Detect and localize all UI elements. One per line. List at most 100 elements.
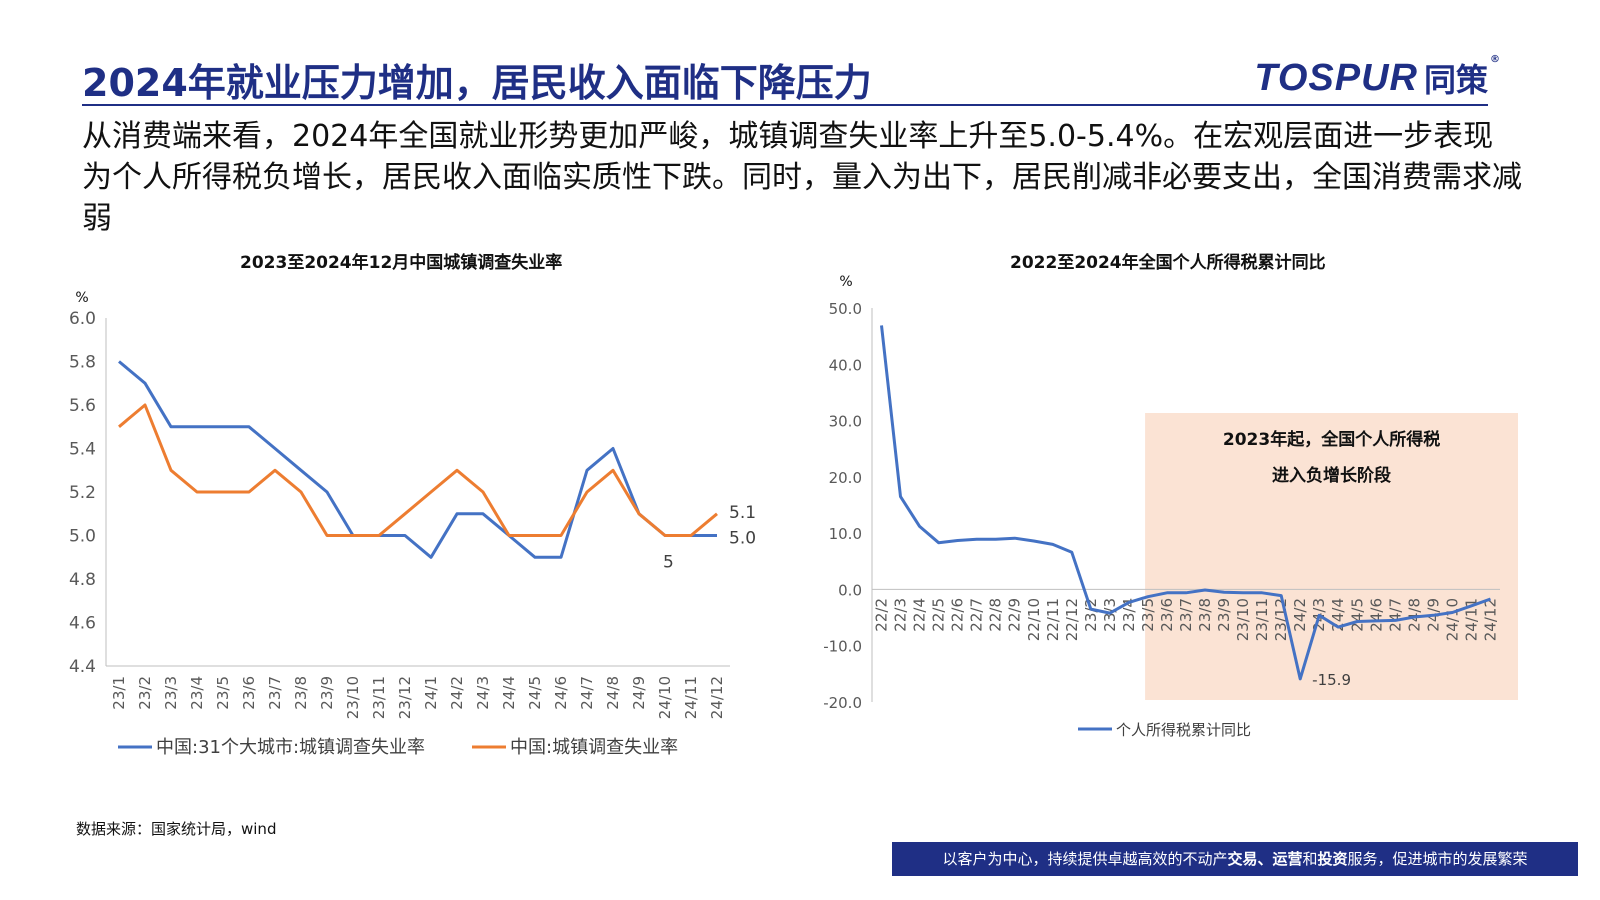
tospur-logo: TOSPUR 同策 ®: [1254, 54, 1500, 99]
x-tick-label: 22/2: [873, 598, 891, 632]
series-line-0: [118, 360, 717, 559]
x-tick-label: 24/7: [1386, 598, 1404, 632]
x-tick-label: 22/11: [1044, 598, 1062, 641]
data-label: 5.0: [729, 529, 756, 549]
y-tick-label: 0.0: [838, 581, 862, 599]
data-label: 5.1: [729, 503, 756, 523]
x-tick-label: 23/3: [162, 676, 180, 710]
legend-label: 中国:城镇调查失业率: [510, 737, 678, 758]
x-tick-label: 24/7: [578, 676, 596, 710]
x-tick-label: 23/8: [292, 676, 310, 710]
x-tick-label: 24/11: [682, 676, 700, 719]
y-tick-label: 20.0: [829, 469, 862, 487]
logo-text-cn: 同策: [1423, 61, 1488, 99]
x-tick-label: 24/10: [656, 676, 674, 719]
x-tick-label: 23/6: [1158, 598, 1176, 632]
data-source: 数据来源：国家统计局，wind: [76, 820, 277, 838]
data-label: 5: [663, 552, 674, 572]
x-tick-label: 23/6: [240, 676, 258, 710]
footer-part: 服务，促进城市的发展繁荣: [1347, 850, 1528, 868]
x-tick-label: 23/12: [396, 676, 414, 719]
x-tick-label: 24/5: [526, 676, 544, 710]
annotation-text: 进入负增长阶段: [1272, 465, 1391, 486]
page-title: 2024年就业压力增加，居民收入面临下降压力: [82, 61, 872, 105]
x-tick-label: 23/1: [110, 676, 128, 710]
x-tick-label: 23/9: [318, 676, 336, 710]
x-tick-label: 23/10: [1234, 598, 1252, 641]
logo-text-en: TOSPUR: [1254, 56, 1418, 99]
footer-part: 交易: [1227, 850, 1258, 868]
x-tick-label: 24/4: [500, 676, 518, 710]
x-tick-label: 24/1: [422, 676, 440, 710]
y-tick-label: 5.0: [69, 527, 96, 547]
x-tick-label: 22/12: [1063, 598, 1081, 641]
y-tick-label: -20.0: [823, 694, 862, 712]
x-tick-label: 24/12: [1481, 598, 1499, 641]
chart1-title: 2023至2024年12月中国城镇调查失业率: [240, 253, 563, 273]
y-tick-label: 4.6: [69, 614, 96, 634]
y-tick-label: 30.0: [829, 413, 862, 431]
series-line-1: [118, 403, 718, 537]
x-tick-label: 23/11: [370, 676, 388, 719]
x-tick-label: 24/3: [474, 676, 492, 710]
x-tick-label: 24/12: [708, 676, 726, 719]
x-tick-label: 23/9: [1215, 598, 1233, 632]
x-tick-label: 23/7: [266, 676, 284, 710]
x-tick-label: 22/4: [911, 598, 929, 632]
footer-part: 以客户为中心，持续提供卓越高效的不动产: [942, 850, 1228, 868]
footer-part: 和: [1302, 850, 1318, 868]
y-tick-label: 10.0: [829, 525, 862, 543]
x-tick-label: 24/6: [1367, 598, 1385, 632]
y-tick-label: 5.2: [69, 483, 96, 503]
unemployment-chart: 4.4 4.6 4.8 5.0 5.2 5.4 5.6 5.8 6.0% 23/1 23/2 23/3…: [69, 290, 756, 758]
y-tick-label: 5.4: [69, 440, 96, 460]
y-tick-label: 6.0: [69, 309, 96, 329]
x-tick-label: 23/5: [1139, 598, 1157, 632]
annotation-box: [1145, 413, 1518, 700]
x-tick-label: 22/3: [892, 598, 910, 632]
y-tick-label: 40.0: [829, 356, 862, 374]
x-tick-label: 24/10: [1443, 598, 1461, 641]
x-tick-label: 22/5: [930, 598, 948, 632]
y-tick-label: -10.0: [823, 638, 862, 656]
data-label: -15.9: [1312, 671, 1351, 689]
title-divider: [82, 104, 1488, 106]
series-line-0: [880, 325, 1492, 681]
x-tick-label: 24/6: [552, 676, 570, 710]
x-tick-label: 24/9: [630, 676, 648, 710]
x-tick-label: 23/5: [214, 676, 232, 710]
y-tick-label: 4.4: [69, 657, 96, 677]
x-tick-label: 23/8: [1196, 598, 1214, 632]
x-tick-label: 24/2: [1291, 598, 1309, 632]
chart2-title: 2022至2024年全国个人所得税累计同比: [1010, 253, 1326, 273]
y-tick-label: 4.8: [69, 570, 96, 590]
x-tick-label: 23/2: [136, 676, 154, 710]
y-tick-label: 5.8: [69, 353, 96, 373]
x-tick-label: 22/8: [987, 598, 1005, 632]
x-tick-label: 22/9: [1006, 598, 1024, 632]
y-tick-label: 5.6: [69, 396, 96, 416]
y-axis-unit: %: [839, 274, 852, 290]
x-tick-label: 23/4: [188, 676, 206, 710]
registered-mark: ®: [1490, 54, 1500, 65]
footer-part: 运营: [1272, 850, 1303, 868]
x-tick-label: 22/10: [1025, 598, 1043, 641]
legend-label: 个人所得税累计同比: [1116, 721, 1251, 739]
x-tick-label: 24/8: [604, 676, 622, 710]
x-tick-label: 23/11: [1253, 598, 1271, 641]
x-tick-label: 23/10: [344, 676, 362, 719]
intro-paragraph: 从消费端来看，2024年全国就业形势更加严峻，城镇调查失业率上升至5.0-5.4…: [82, 119, 1522, 236]
footer-part: 、: [1257, 850, 1273, 868]
x-tick-label: 24/2: [448, 676, 466, 710]
x-tick-label: 23/7: [1177, 598, 1195, 632]
x-tick-label: 23/3: [1101, 598, 1119, 632]
legend-label: 中国:31个大城市:城镇调查失业率: [156, 737, 425, 758]
x-tick-label: 22/7: [968, 598, 986, 632]
annotation-text: 2023年起，全国个人所得税: [1223, 429, 1440, 450]
x-tick-label: 22/6: [949, 598, 967, 632]
x-tick-label: 23/2: [1082, 598, 1100, 632]
x-tick-label: 24/5: [1348, 598, 1366, 632]
x-tick-label: 24/8: [1405, 598, 1423, 632]
y-axis-unit: %: [75, 290, 88, 306]
